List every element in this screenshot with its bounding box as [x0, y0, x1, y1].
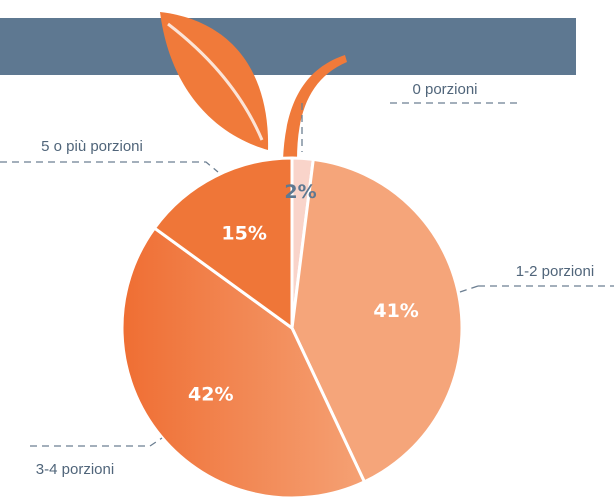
category-label: 0 porzioni	[412, 81, 477, 98]
category-label: 5 o più porzioni	[41, 138, 143, 155]
leader-line	[459, 285, 614, 293]
leaf-vein	[167, 22, 264, 141]
labels: 2% 0 porzioni 41% 1-2 porzioni 42% 3-4 porzio…	[0, 81, 614, 478]
category-label: 3-4 porzioni	[36, 461, 114, 478]
leader-line	[30, 437, 163, 447]
pie-slice	[120, 225, 367, 499]
leader-line	[301, 102, 522, 152]
value-label: 15%	[221, 223, 266, 245]
value-label: 42%	[188, 384, 233, 406]
pie-slice	[290, 157, 464, 484]
pie	[120, 156, 464, 499]
leader-line	[0, 161, 219, 173]
stem	[283, 55, 347, 160]
pie-slice	[152, 156, 294, 331]
value-label: 2%	[284, 181, 316, 203]
leaf	[160, 12, 269, 150]
category-label: 1-2 porzioni	[516, 263, 594, 280]
value-label: 41%	[373, 300, 418, 322]
header-band	[0, 18, 576, 75]
